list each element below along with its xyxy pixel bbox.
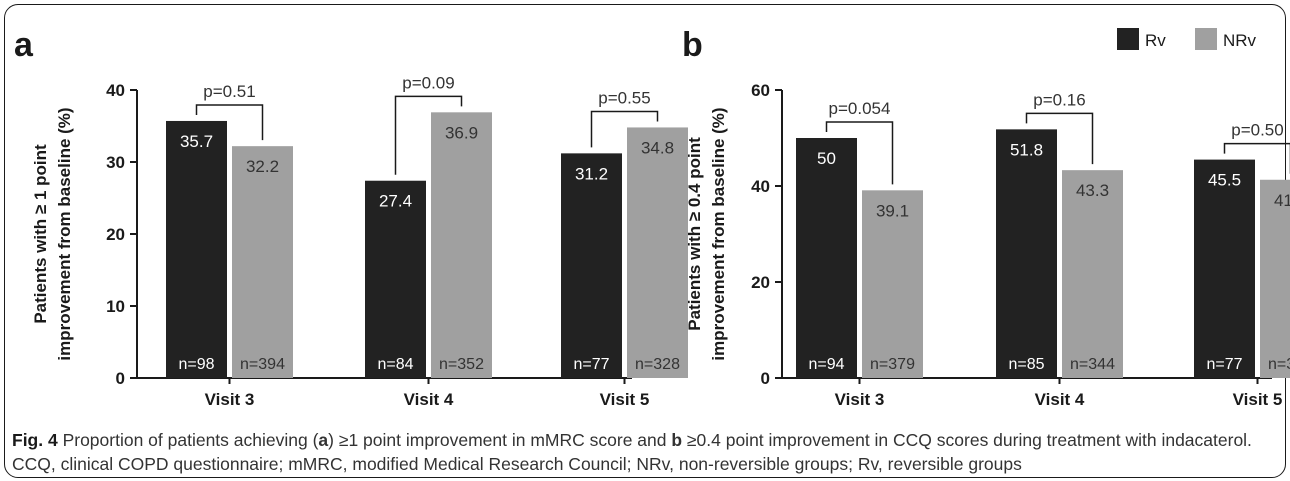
panel-b-ytick-label: 60 [751, 81, 770, 100]
panel-a-pvalue-bracket [394, 95, 463, 175]
panel-b-value-label-nrv: 39.1 [876, 201, 909, 220]
panel-a-bar-nrv [627, 127, 688, 378]
panel-b-value-label-rv: 51.8 [1010, 140, 1043, 159]
panel-a-ytick-label: 40 [106, 81, 125, 100]
panel-b-bar-nrv [1260, 179, 1290, 378]
caption-fig-label: Fig. 4 [12, 430, 58, 450]
panel-a-pvalue-label: p=0.51 [203, 82, 255, 101]
panel-a-bar-nrv [431, 112, 492, 378]
panel-b-category-label: Visit 5 [1233, 390, 1283, 409]
panel-b-n-label-rv: n=85 [1008, 356, 1044, 373]
panel-a-n-label-nrv: n=328 [635, 356, 680, 373]
panel-a-ytick-label: 0 [116, 369, 125, 388]
panel-a-value-label-nrv: 32.2 [246, 157, 279, 176]
legend-label-rv: Rv [1145, 31, 1166, 50]
panel-a-bar-nrv [232, 146, 293, 378]
panel-a-bar-rv [166, 120, 227, 379]
panel-b-ylabel-line1: Patients with ≥ 0.4 point [685, 137, 704, 331]
panel-b-ytick-label: 40 [751, 177, 770, 196]
panel-a-ytick-label: 30 [106, 153, 125, 172]
panel-b-bar-rv [996, 129, 1057, 378]
panel-b-n-label-rv: n=94 [808, 356, 844, 373]
panel-a-value-label-nrv: 34.8 [641, 138, 674, 157]
panel-b-pvalue-label: p=0.16 [1033, 90, 1085, 109]
legend-label-nrv: NRv [1223, 31, 1257, 50]
panel-a-n-label-nrv: n=394 [240, 356, 285, 373]
panel-b-category-label: Visit 3 [835, 390, 885, 409]
caption-panel-a: a [318, 430, 329, 450]
panel-b-value-label-nrv: 41.3 [1274, 191, 1290, 210]
panel-a-ylabel-line2: improvement from baseline (%) [55, 107, 74, 360]
figure-caption: Fig. 4 Proportion of patients achieving … [12, 428, 1277, 476]
panel-a-n-label-rv: n=98 [178, 356, 214, 373]
panel-b-n-label-nrv: n=344 [1070, 356, 1115, 373]
panel-a-value-label-rv: 27.4 [379, 192, 412, 211]
panel-a-pvalue-label: p=0.55 [598, 88, 650, 107]
panel-a-ylabel-line1: Patients with ≥ 1 point [31, 144, 50, 324]
caption-text-2: ) ≥1 point improvement in mMRC score and [328, 430, 672, 450]
panel-a-pvalue-bracket [590, 110, 659, 148]
panel-b-category-label: Visit 4 [1035, 390, 1085, 409]
panel-b-value-label-nrv: 43.3 [1076, 181, 1109, 200]
panel-a-n-label-rv: n=84 [377, 356, 413, 373]
panel-b-bar-nrv [862, 190, 923, 378]
legend-swatch-nrv [1195, 28, 1217, 50]
panel-a-value-label-rv: 35.7 [180, 132, 213, 151]
panel-b-pvalue-bracket [825, 121, 894, 185]
panel-b-ytick-label: 0 [761, 369, 770, 388]
panel-a-category-label: Visit 5 [600, 390, 650, 409]
panel-a-ytick-label: 10 [106, 297, 125, 316]
panel-a-category-label: Visit 3 [205, 390, 255, 409]
caption-text-1: Proportion of patients achieving ( [57, 430, 319, 450]
panel-b-pvalue-bracket [1223, 142, 1290, 174]
panel-a-letter: a [14, 26, 34, 64]
panel-a-value-label-rv: 31.2 [575, 164, 608, 183]
panel-a-bar-rv [561, 153, 622, 378]
caption-panel-b: b [671, 430, 683, 450]
panel-b-bar-rv [1194, 159, 1255, 378]
panel-a-pvalue-label: p=0.09 [402, 73, 454, 92]
panel-a-pvalue-bracket [195, 104, 264, 141]
panel-a-bar-rv [365, 180, 426, 378]
panel-b-letter: b [682, 26, 703, 64]
panel-b-n-label-rv: n=77 [1206, 356, 1242, 373]
panel-b-pvalue-bracket [1025, 112, 1094, 165]
panel-b-bar-rv [796, 138, 857, 378]
panel-a-ytick-label: 20 [106, 225, 125, 244]
panel-b-ylabel-line2: improvement from baseline (%) [709, 107, 728, 360]
caption-text-3: ≥0.4 point improvement in CCQ scores dur… [12, 430, 1252, 474]
panel-b-pvalue-label: p=0.50 [1231, 121, 1283, 140]
panel-b-pvalue-label: p=0.054 [829, 99, 891, 118]
panel-b-bar-nrv [1062, 170, 1123, 378]
legend-swatch-rv [1117, 28, 1139, 50]
panel-a-n-label-nrv: n=352 [439, 356, 484, 373]
panel-a-n-label-rv: n=77 [573, 356, 609, 373]
panel-a-value-label-nrv: 36.9 [445, 123, 478, 142]
panel-b-ytick-label: 20 [751, 273, 770, 292]
panel-b-value-label-rv: 50 [817, 149, 836, 168]
panel-b-n-label-nrv: n=320 [1268, 356, 1290, 373]
panel-b-n-label-nrv: n=379 [870, 356, 915, 373]
panel-a-category-label: Visit 4 [404, 390, 454, 409]
panel-b-value-label-rv: 45.5 [1208, 171, 1241, 190]
